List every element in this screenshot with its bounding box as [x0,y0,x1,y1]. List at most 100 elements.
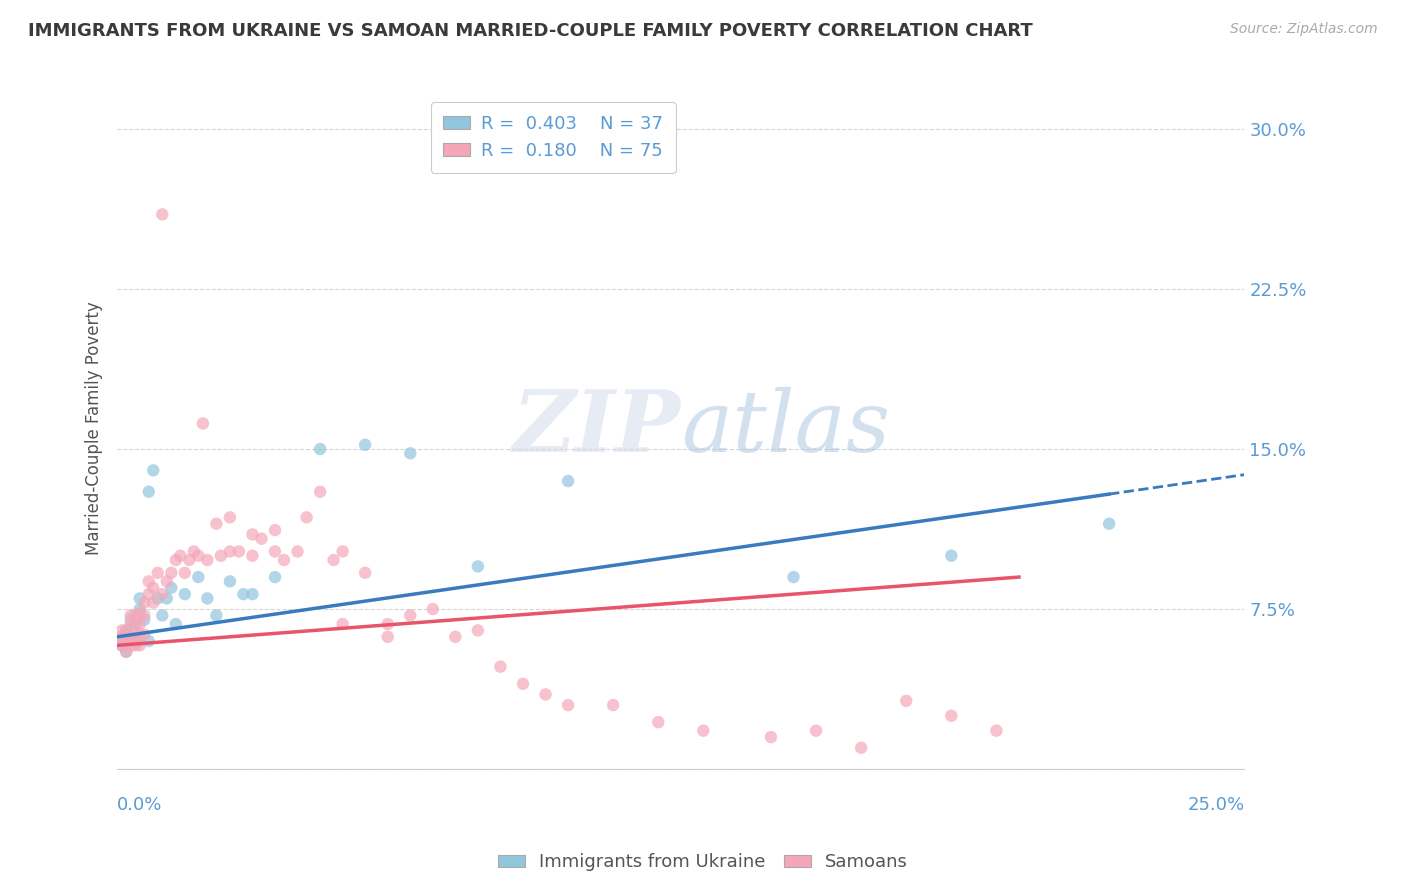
Point [332,617,354,632]
Point [191,417,214,431]
Point [205,608,228,623]
Point [128,617,150,632]
Point [111,630,134,644]
Point [156,574,179,589]
Point [250,532,273,546]
Point [183,544,205,558]
Point [128,634,150,648]
Point [264,523,287,537]
Point [219,510,242,524]
Point [512,677,534,691]
Point [534,687,557,701]
Point [195,553,218,567]
Point [377,617,399,632]
Point [647,715,669,730]
Point [205,516,228,531]
Point [1098,516,1121,531]
Point [128,638,150,652]
Point [120,630,142,644]
Point [219,544,242,558]
Point [142,581,165,595]
Point [115,634,138,648]
Point [309,484,332,499]
Point [399,446,422,460]
Point [120,638,142,652]
Point [557,698,579,712]
Point [557,474,579,488]
Point [111,638,134,652]
Point [115,634,138,648]
Point [467,624,489,638]
Point [138,587,160,601]
Point [187,570,209,584]
Point [187,549,209,563]
Point [295,510,318,524]
Point [120,608,142,623]
Point [467,559,489,574]
Point [128,628,150,642]
Point [160,581,183,595]
Point [165,617,187,632]
Point [242,549,264,563]
Point [128,602,150,616]
Point [179,553,201,567]
Point [115,645,138,659]
Point [354,566,377,580]
Point [124,634,146,648]
Point [138,634,160,648]
Point [115,624,138,638]
Point [150,587,173,601]
Point [111,630,134,644]
Point [138,574,160,589]
Point [219,574,242,589]
Point [124,617,146,632]
Point [941,549,963,563]
Text: IMMIGRANTS FROM UKRAINE VS SAMOAN MARRIED-COUPLE FAMILY POVERTY CORRELATION CHAR: IMMIGRANTS FROM UKRAINE VS SAMOAN MARRIE… [28,22,1033,40]
Point [287,544,309,558]
Point [150,207,173,221]
Point [134,613,156,627]
Point [124,608,146,623]
Point [692,723,714,738]
Point [849,740,872,755]
Point [134,608,156,623]
Point [165,553,187,567]
Point [228,544,250,558]
Point [111,624,134,638]
Point [322,553,344,567]
Legend: R =  0.403    N = 37, R =  0.180    N = 75: R = 0.403 N = 37, R = 0.180 N = 75 [430,103,676,172]
Point [195,591,218,606]
Point [941,708,963,723]
Point [264,544,287,558]
Point [232,587,254,601]
Point [124,628,146,642]
Point [115,645,138,659]
Point [124,638,146,652]
Point [489,659,512,673]
Point [273,553,295,567]
Point [146,591,169,606]
Point [804,723,827,738]
Point [156,591,179,606]
Point [142,596,165,610]
Point [173,566,195,580]
Legend: Immigrants from Ukraine, Samoans: Immigrants from Ukraine, Samoans [491,847,915,879]
Text: 25.0%: 25.0% [1187,797,1244,814]
Point [264,570,287,584]
Point [242,527,264,541]
Point [759,730,782,744]
Point [169,549,191,563]
Point [399,608,422,623]
Point [422,602,444,616]
Text: ZIP: ZIP [513,386,681,469]
Point [896,694,918,708]
Point [986,723,1008,738]
Point [134,596,156,610]
Point [146,566,169,580]
Point [332,544,354,558]
Point [209,549,232,563]
Point [120,613,142,627]
Point [602,698,624,712]
Point [128,591,150,606]
Point [377,630,399,644]
